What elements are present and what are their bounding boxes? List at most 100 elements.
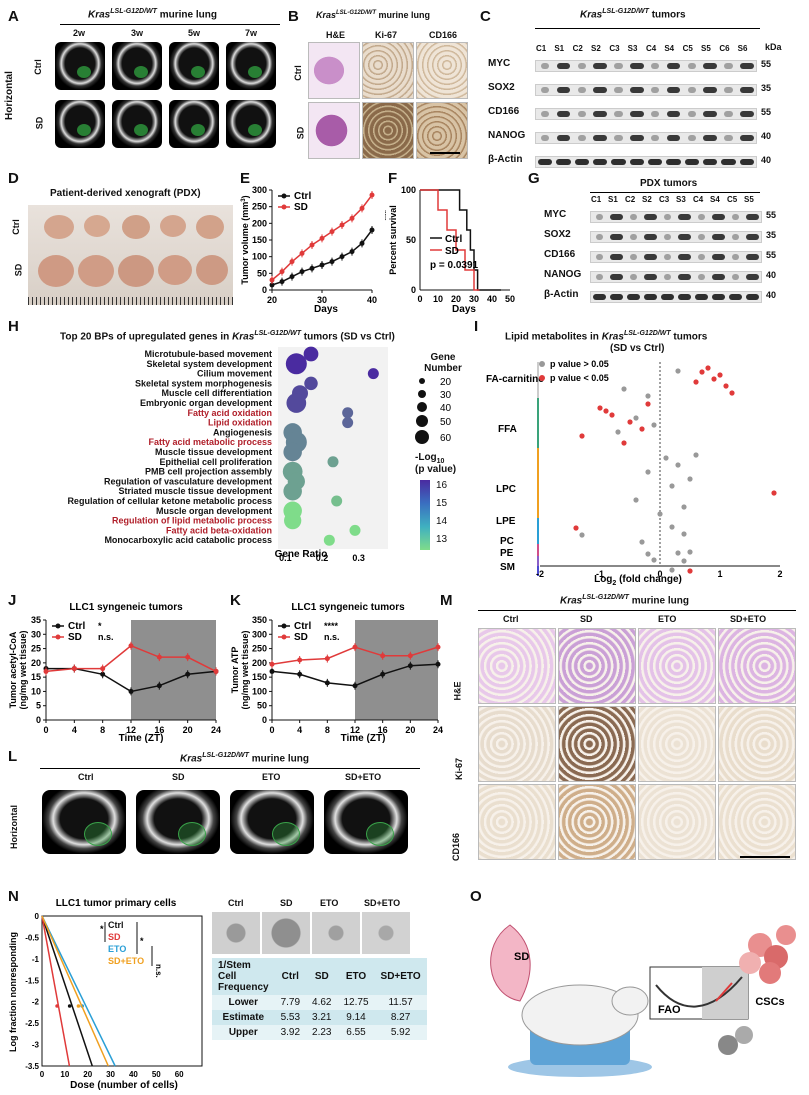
data-point bbox=[319, 262, 325, 268]
blot-band bbox=[684, 159, 700, 165]
metabolite-point bbox=[645, 469, 651, 475]
blot-band bbox=[731, 214, 740, 220]
colorbar-tick: 15 bbox=[436, 498, 448, 509]
horizontal-label: Horizontal bbox=[4, 71, 15, 120]
term-label: Muscle cell differentiation bbox=[161, 388, 272, 398]
x-tick-label: 0.1 bbox=[279, 553, 292, 563]
group-label: SD bbox=[580, 614, 593, 624]
n-table-cell: 7.79 bbox=[280, 997, 301, 1008]
ihc-image bbox=[638, 628, 716, 704]
sample-label: C5 bbox=[682, 44, 693, 53]
metabolite-point bbox=[573, 525, 579, 531]
n-plot: 0-0.5-1-1.5-2-2.5-3-3.50 10 20 30 40 50 60 bbox=[25, 912, 203, 1079]
y-tick-label: 300 bbox=[252, 185, 267, 195]
x-tick-label: 20 bbox=[451, 294, 461, 304]
n-table-cell: 5.92 bbox=[390, 1027, 411, 1038]
term-bubble bbox=[367, 368, 379, 380]
blot-band bbox=[577, 135, 586, 141]
size-label: 60 bbox=[440, 433, 452, 444]
x-tick-label: 0 bbox=[657, 569, 662, 579]
kras-sup: LSL-G12D/WT bbox=[623, 330, 671, 337]
data-point bbox=[319, 235, 325, 241]
n-table-cell: Lower bbox=[228, 997, 258, 1008]
term-label: Angiogenesis bbox=[213, 427, 272, 437]
size-label: 50 bbox=[440, 417, 452, 428]
blot-band bbox=[666, 111, 681, 117]
cell-icon bbox=[739, 952, 761, 974]
i-title-pre: Lipid metabolites in bbox=[505, 331, 602, 343]
blot-band bbox=[702, 159, 718, 165]
sample-label: C4 bbox=[693, 195, 704, 204]
term-bubble bbox=[284, 511, 302, 530]
x-tick-label: 50 bbox=[152, 1070, 161, 1079]
mri-image bbox=[324, 790, 408, 854]
blot-row bbox=[590, 231, 762, 243]
group-label: SD bbox=[172, 772, 185, 782]
k-plot: 0 50 100 150 200 250 300 350 0 4 8 12 16 20 24 Ctrl ****… bbox=[230, 615, 443, 735]
legend-marker bbox=[281, 193, 287, 199]
panel-label-g: G bbox=[528, 170, 540, 187]
kras-text: Kras bbox=[180, 753, 203, 765]
data-point bbox=[309, 265, 315, 271]
kda-value: 40 bbox=[766, 290, 777, 300]
mri-image bbox=[112, 100, 162, 148]
sphere-image bbox=[212, 912, 260, 954]
blot-band bbox=[663, 274, 672, 280]
e-ylabel: Tumor volume (mm3) bbox=[240, 195, 250, 284]
y-label: (ng/mg wet tissue) bbox=[18, 630, 28, 709]
data-point bbox=[269, 661, 275, 667]
blot-band bbox=[577, 63, 586, 69]
x-tick-label: 12 bbox=[350, 725, 360, 735]
y-tick-label: 100 bbox=[252, 686, 267, 696]
h-xlabel: Gene Ratio bbox=[275, 549, 328, 560]
j-xlabel: Time (ZT) bbox=[119, 733, 164, 744]
n-table-cell: 3.92 bbox=[280, 1027, 301, 1038]
legend-marker bbox=[281, 634, 287, 640]
blot-band bbox=[629, 234, 638, 240]
blot-band bbox=[541, 63, 550, 69]
y-tick-label: 0 bbox=[411, 285, 416, 295]
f-pvalue: p = 0.0391 bbox=[430, 260, 479, 271]
metabolite-point bbox=[729, 390, 735, 396]
term-bubble bbox=[323, 534, 335, 546]
chart-k: LLC1 syngeneic tumors 050100150200250300… bbox=[230, 602, 443, 744]
blot-band bbox=[703, 111, 718, 117]
time-label: 2w bbox=[73, 28, 86, 38]
blot-band bbox=[687, 111, 696, 117]
murine-lung-text: murine lung bbox=[156, 9, 217, 21]
panel-label-l: L bbox=[8, 748, 18, 765]
kras-text: Kras bbox=[88, 9, 111, 21]
data-point bbox=[299, 269, 305, 275]
y-tick-label: 25 bbox=[31, 644, 41, 654]
metabolite-point bbox=[639, 539, 645, 545]
elda-point bbox=[67, 1004, 72, 1008]
legend-label: SD bbox=[68, 632, 82, 643]
n-table-row: Upper 3.92 2.23 6.55 5.92 bbox=[212, 1025, 427, 1040]
log-sub: 10 bbox=[436, 458, 445, 465]
legend-dot-ns bbox=[539, 361, 545, 367]
blot-band bbox=[746, 214, 759, 220]
group-label: SM bbox=[500, 562, 515, 573]
sample-label: S1 bbox=[608, 195, 618, 204]
blot-band bbox=[731, 234, 740, 240]
mri-image bbox=[169, 100, 219, 148]
legend-label: Ctrl bbox=[445, 234, 462, 245]
lung-icon bbox=[490, 924, 531, 1002]
h-title-post: tumors (SD vs Ctrl) bbox=[300, 331, 395, 343]
schematic-o: SD FAO CSCs bbox=[490, 924, 796, 1077]
metabolite-point bbox=[627, 419, 633, 425]
h-size-legend-title: Gene Number bbox=[424, 352, 462, 374]
panel-a-rule bbox=[60, 24, 280, 25]
x-tick-label: 24 bbox=[211, 725, 221, 735]
blot-band bbox=[687, 87, 696, 93]
data-point bbox=[352, 683, 358, 689]
blot-band bbox=[728, 294, 743, 300]
tumor-ctrl bbox=[122, 215, 150, 239]
n-table-cell: 2.23 bbox=[312, 1027, 332, 1038]
row-label-sd: SD bbox=[34, 116, 45, 130]
kras-text: Kras bbox=[232, 331, 255, 343]
legend-label: SD bbox=[294, 202, 308, 213]
term-label: Regulation of lipid metabolic process bbox=[112, 516, 272, 526]
data-point bbox=[329, 229, 335, 235]
blot-band bbox=[614, 63, 623, 69]
